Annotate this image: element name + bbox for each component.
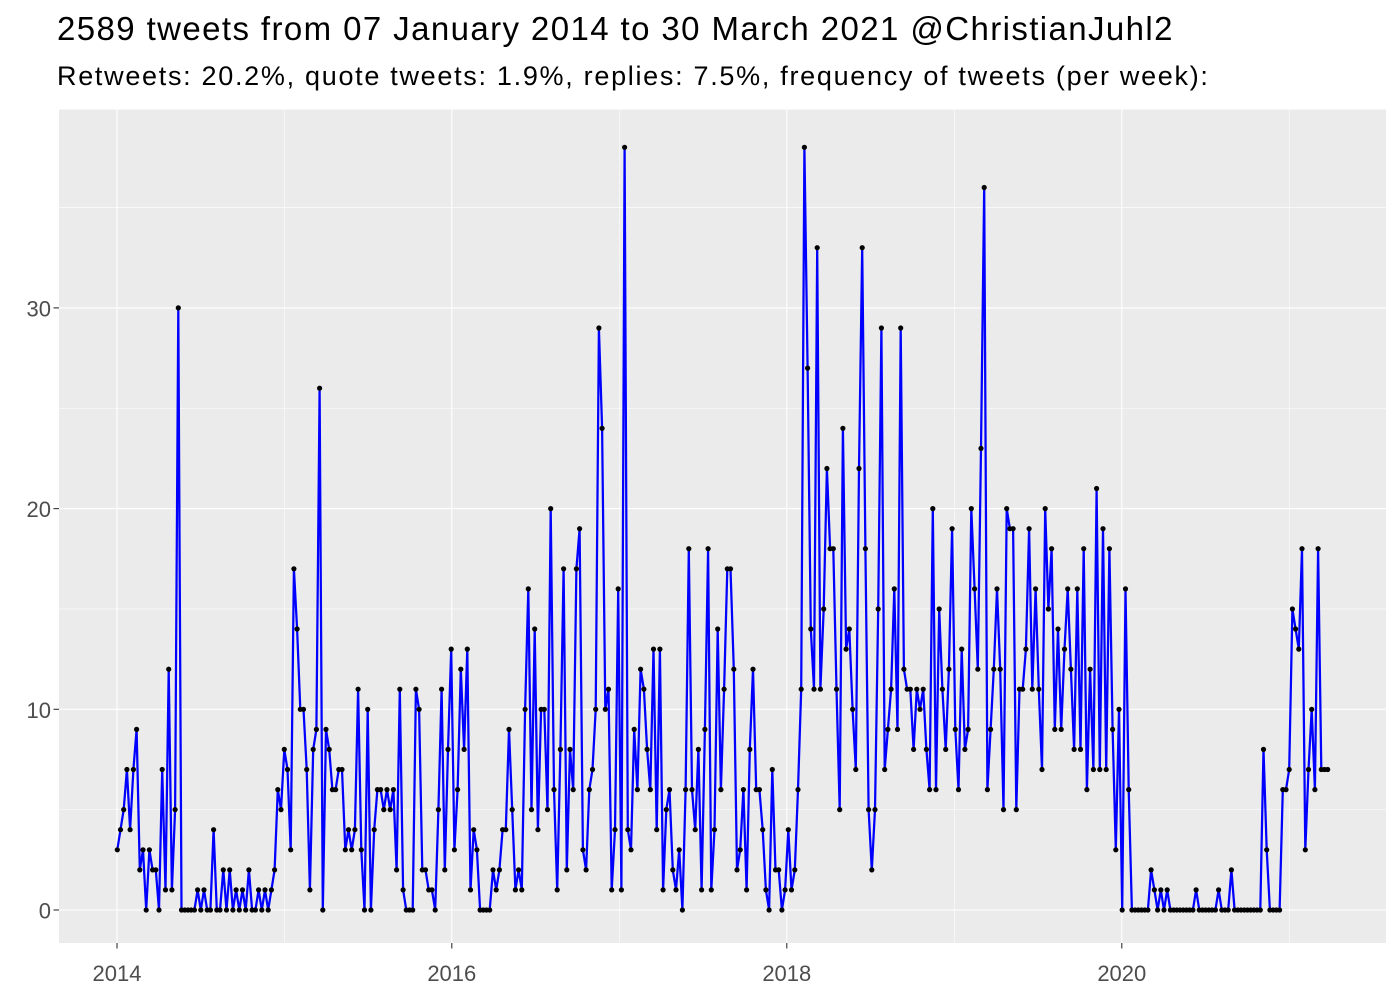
svg-text:Retweets: 20.2%, quote tweets:: Retweets: 20.2%, quote tweets: 1.9%, rep… <box>57 61 1210 91</box>
svg-text:2016: 2016 <box>427 961 476 986</box>
svg-text:2014: 2014 <box>93 961 142 986</box>
svg-text:2018: 2018 <box>762 961 811 986</box>
svg-text:30: 30 <box>27 296 51 321</box>
svg-text:10: 10 <box>27 698 51 723</box>
svg-text:2589 tweets from 07 January 20: 2589 tweets from 07 January 2014 to 30 M… <box>57 10 1174 47</box>
svg-text:2020: 2020 <box>1097 961 1146 986</box>
svg-text:0: 0 <box>39 899 51 924</box>
svg-text:20: 20 <box>27 497 51 522</box>
